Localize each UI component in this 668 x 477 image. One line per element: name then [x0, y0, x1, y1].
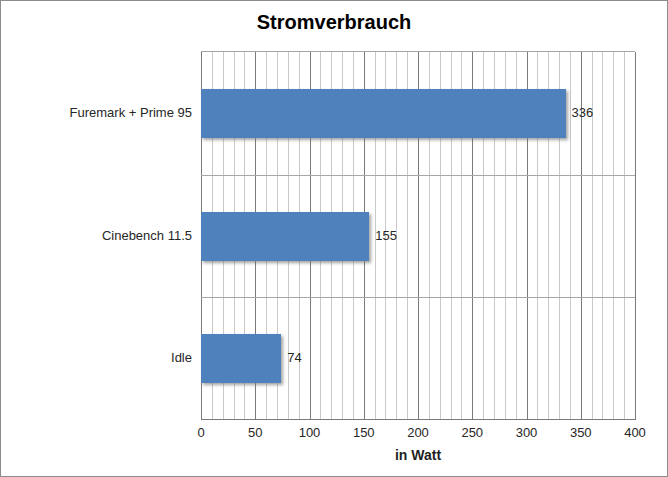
x-tick-label: 400	[624, 425, 646, 440]
x-tick-label: 300	[516, 425, 538, 440]
x-tick-label: 200	[407, 425, 429, 440]
x-tick-label: 250	[461, 425, 483, 440]
chart-title: Stromverbrauch	[1, 11, 667, 34]
plot-area	[201, 51, 635, 420]
x-tick-label: 350	[570, 425, 592, 440]
bar-value-label: 155	[375, 229, 397, 242]
bar-chart: Stromverbrauch in Watt 0 50 100 150 200 250 30…	[0, 0, 668, 477]
bar-value-label: 74	[287, 351, 301, 364]
category-label: Cinebench 11.5	[102, 229, 192, 242]
category-separator	[201, 175, 635, 176]
bar	[201, 334, 281, 383]
x-axis-line	[201, 419, 635, 420]
bar	[201, 89, 566, 138]
gridline-minor	[613, 52, 614, 420]
category-label: Furemark + Prime 95	[70, 106, 192, 119]
x-axis-title: in Watt	[201, 447, 635, 463]
x-tick-label: 50	[248, 425, 262, 440]
gridline-minor	[624, 52, 625, 420]
gridline-major	[635, 52, 636, 420]
x-tick-label: 100	[299, 425, 321, 440]
category-separator	[201, 297, 635, 298]
x-tick-label: 150	[353, 425, 375, 440]
gridline-minor	[602, 52, 603, 420]
bar-value-label: 336	[572, 106, 594, 119]
bar	[201, 212, 369, 261]
x-tick-label: 0	[197, 425, 204, 440]
category-label: Idle	[171, 351, 192, 364]
